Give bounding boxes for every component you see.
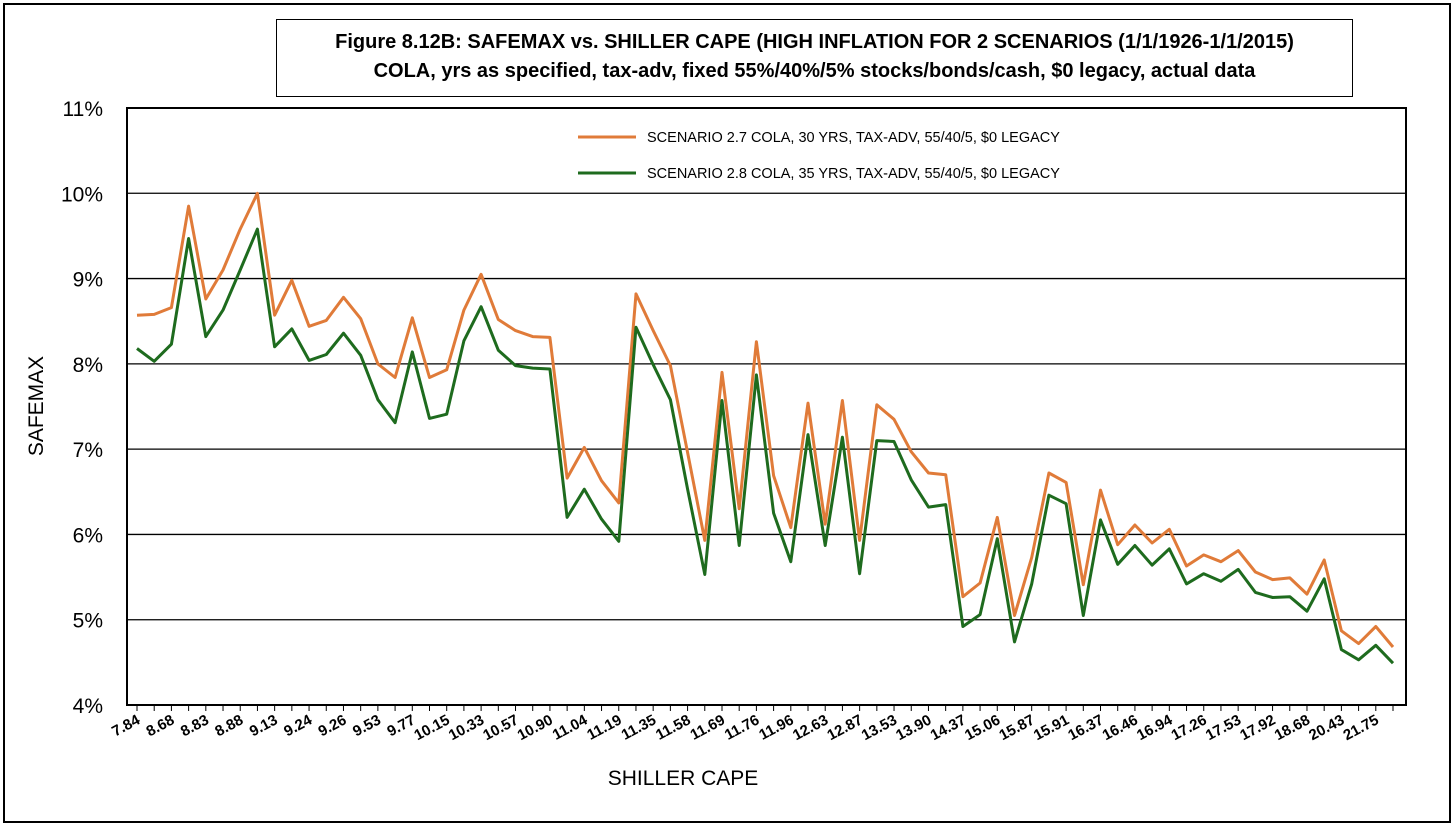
x-tick-label: 8.88 <box>212 712 246 741</box>
y-tick-label: 10% <box>61 183 103 206</box>
series-line-1 <box>136 191 1395 648</box>
series-line-2 <box>136 227 1395 665</box>
x-tick-label: 9.53 <box>350 712 384 741</box>
x-tick-label: 8.83 <box>178 712 212 741</box>
x-tick-label: 11.76 <box>722 712 762 744</box>
x-tick-label: 11.96 <box>756 712 796 744</box>
x-tick-label: 9.77 <box>384 712 418 741</box>
x-tick-label: 21.75 <box>1341 712 1382 745</box>
chart-title: Figure 8.12B: SAFEMAX vs. SHILLER CAPE (… <box>335 31 1294 53</box>
x-tick-label: 9.26 <box>316 712 350 741</box>
x-tick-label: 9.24 <box>281 711 315 740</box>
y-axis-label: SAFEMAX <box>25 356 48 456</box>
y-tick-label: 9% <box>73 269 103 292</box>
legend-label-2: SCENARIO 2.8 COLA, 35 YRS, TAX-ADV, 55/4… <box>647 166 1060 182</box>
y-tick-label: 6% <box>73 524 103 547</box>
x-axis-label: SHILLER CAPE <box>608 767 759 790</box>
y-tick-label: 4% <box>73 695 103 718</box>
x-tick-label: 11.69 <box>687 712 727 744</box>
legend-label-1: SCENARIO 2.7 COLA, 30 YRS, TAX-ADV, 55/4… <box>647 130 1060 146</box>
y-tick-label: 11% <box>63 98 103 121</box>
x-tick-label: 9.13 <box>247 712 281 741</box>
chart-title-box: Figure 8.12B: SAFEMAX vs. SHILLER CAPE (… <box>276 19 1353 97</box>
chart-subtitle: COLA, yrs as specified, tax-adv, fixed 5… <box>373 60 1256 82</box>
plot-area <box>126 107 1407 706</box>
y-tick-label: 5% <box>73 610 103 633</box>
x-tick-label: 11.58 <box>653 712 693 744</box>
y-tick-label: 7% <box>73 439 103 462</box>
x-tick-label: 11.19 <box>584 712 624 744</box>
y-tick-label: 8% <box>73 354 103 377</box>
x-tick-label: 7.84 <box>109 711 143 740</box>
x-tick-label: 11.35 <box>619 712 659 744</box>
x-tick-label: 8.68 <box>144 712 178 741</box>
